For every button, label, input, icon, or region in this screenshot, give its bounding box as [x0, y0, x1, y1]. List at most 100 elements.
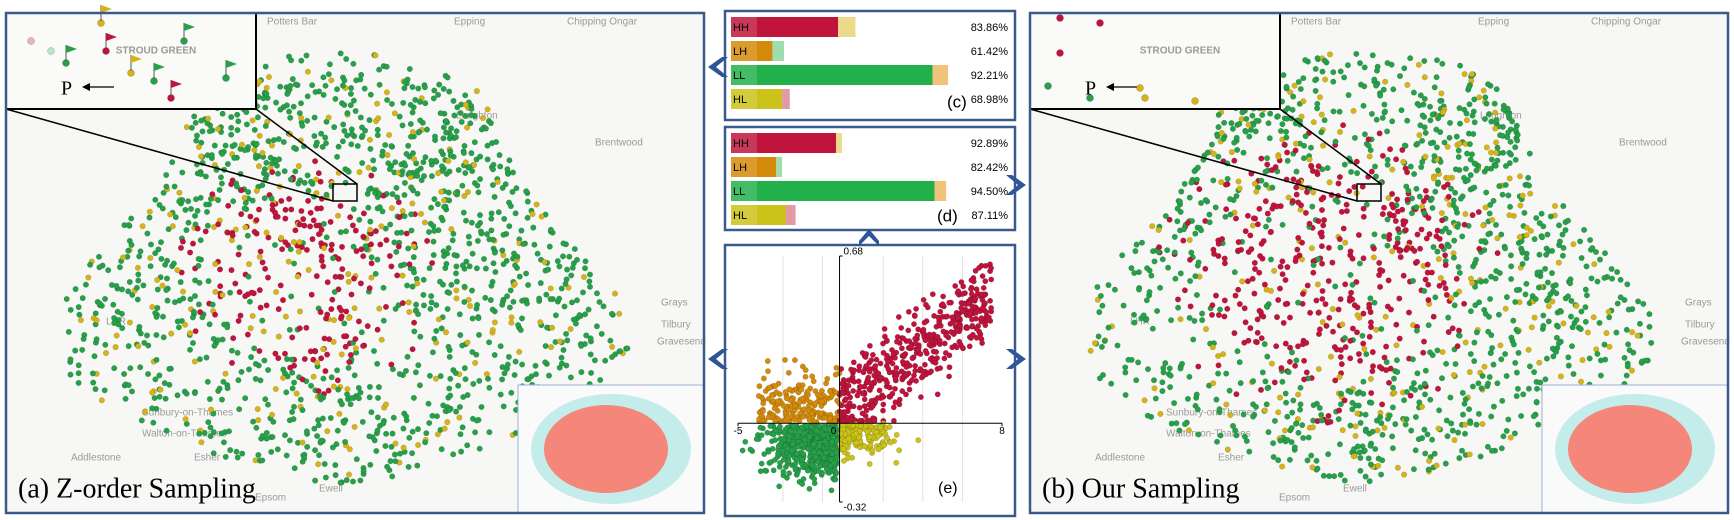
map-dot	[1466, 84, 1473, 91]
map-dot	[1426, 457, 1433, 464]
map-dot	[1431, 84, 1438, 91]
scatter-dot	[833, 449, 839, 456]
map-dot	[1379, 152, 1386, 159]
map-dot	[1258, 335, 1265, 342]
map-dot	[1198, 227, 1205, 234]
map-dot	[1379, 211, 1386, 218]
map-dot	[1097, 292, 1104, 299]
map-dot	[426, 265, 433, 272]
map-dot	[416, 382, 423, 389]
map-dot	[422, 154, 429, 161]
map-dot	[1481, 247, 1488, 254]
map-dot	[1412, 414, 1419, 421]
map-dot	[468, 105, 475, 112]
map-dot	[1606, 343, 1613, 350]
map-dot	[1443, 360, 1450, 367]
scatter-dot	[771, 405, 778, 412]
scatter-dot	[804, 467, 811, 474]
map-dot	[1284, 264, 1291, 271]
map-dot	[437, 278, 444, 285]
map-dot	[243, 121, 250, 128]
map-dot	[1450, 202, 1457, 209]
map-dot	[1171, 249, 1178, 256]
map-dot	[1186, 256, 1193, 263]
map-dot	[1490, 403, 1497, 410]
inset-dot	[1086, 94, 1094, 102]
map-dot	[1377, 92, 1384, 99]
map-dot	[372, 228, 379, 235]
map-dot	[1390, 86, 1397, 93]
map-dot	[127, 365, 134, 372]
map-dot	[1224, 446, 1231, 453]
map-dot	[1321, 217, 1328, 224]
map-dot	[1487, 296, 1494, 303]
scatter-dot	[924, 304, 931, 311]
map-dot	[236, 406, 243, 413]
map-dot	[1253, 188, 1260, 195]
map-dot	[1322, 76, 1329, 83]
map-dot	[1479, 373, 1486, 380]
map-dot	[125, 247, 132, 254]
map-dot	[409, 450, 416, 457]
map-dot	[1400, 272, 1407, 279]
map-dot	[351, 423, 358, 430]
scatter-dot	[862, 354, 869, 360]
map-dot	[1295, 343, 1302, 350]
map-dot	[1552, 282, 1559, 289]
map-dot	[1309, 203, 1316, 210]
map-dot	[1446, 134, 1453, 141]
map-dot	[343, 228, 350, 235]
map-dot	[468, 219, 475, 226]
map-dot	[388, 100, 395, 107]
scatter-dot	[828, 487, 835, 494]
scatter-dot	[791, 423, 797, 429]
map-dot	[207, 406, 214, 413]
scatter-dot	[985, 316, 992, 323]
map-dot	[282, 313, 289, 320]
map-dot	[307, 223, 314, 230]
map-dot	[1412, 447, 1419, 454]
map-dot	[1166, 365, 1173, 372]
map-dot	[1175, 304, 1182, 311]
map-dot	[1277, 437, 1284, 444]
map-dot	[1264, 155, 1271, 162]
map-dot	[1370, 254, 1377, 261]
map-dot	[366, 117, 373, 124]
map-dot	[220, 378, 227, 385]
map-dot	[174, 392, 181, 399]
map-dot	[235, 317, 242, 324]
map-dot	[415, 362, 422, 369]
map-dot	[587, 271, 594, 278]
map-dot	[256, 287, 263, 294]
map-dot	[1367, 295, 1374, 302]
map-dot	[1461, 300, 1468, 307]
map-dot	[1533, 398, 1540, 405]
map-dot	[546, 243, 553, 250]
map-dot	[267, 154, 274, 161]
map-dot	[1241, 305, 1248, 312]
map-dot	[1486, 210, 1493, 217]
map-dot	[278, 197, 285, 204]
scatter-dot	[758, 432, 765, 439]
map-dot	[241, 205, 248, 212]
map-dot	[1339, 321, 1346, 328]
map-dot	[328, 374, 335, 381]
map-dot	[256, 132, 263, 139]
map-dot	[386, 131, 393, 138]
map-dot	[1507, 203, 1514, 210]
place-name: Grays	[1685, 298, 1712, 309]
map-dot	[1485, 231, 1492, 238]
map-dot	[1317, 94, 1324, 101]
map-dot	[409, 283, 416, 290]
map-dot	[1242, 228, 1249, 235]
map-dot	[1215, 124, 1222, 131]
map-dot	[183, 227, 190, 234]
map-dot	[319, 143, 326, 150]
scatter-dot	[823, 449, 829, 456]
map-dot	[514, 253, 521, 260]
map-dot	[1258, 177, 1265, 184]
map-dot	[1499, 191, 1506, 198]
map-dot	[422, 439, 429, 446]
scatter-dot	[877, 360, 884, 367]
scatter-dot	[863, 363, 869, 369]
